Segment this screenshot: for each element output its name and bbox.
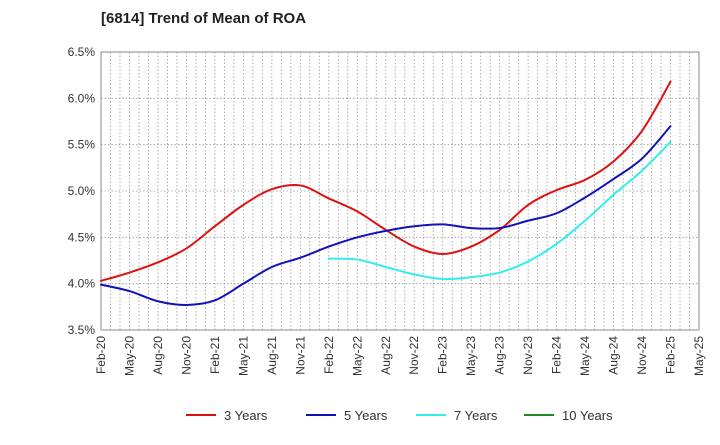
x-tick-label: Nov-21 <box>293 336 307 375</box>
x-tick-label: Feb-25 <box>664 336 678 374</box>
legend-label-5-years: 5 Years <box>344 408 388 423</box>
series-line-7-years <box>327 140 672 281</box>
x-tick-label: Aug-23 <box>493 336 507 375</box>
y-tick-label: 4.0% <box>68 277 96 291</box>
x-tick-label: May-23 <box>464 336 478 376</box>
y-tick-label: 6.0% <box>68 91 96 105</box>
y-tick-label: 6.5% <box>68 45 96 59</box>
plot-frame <box>100 51 700 331</box>
chart-title: [6814] Trend of Mean of ROA <box>101 10 307 27</box>
y-tick-label: 5.5% <box>68 138 96 152</box>
x-tick-label: May-21 <box>236 336 250 376</box>
x-tick-label: Aug-21 <box>265 336 279 375</box>
x-tick-label: Nov-22 <box>407 336 421 375</box>
x-tick-label: Aug-20 <box>151 336 165 375</box>
x-tick-label: Feb-20 <box>94 336 108 374</box>
x-tick-label: May-22 <box>350 336 364 376</box>
x-tick-label: May-25 <box>692 336 706 376</box>
y-tick-label: 3.5% <box>68 323 96 337</box>
x-tick-label: Nov-20 <box>179 336 193 375</box>
series-line-5-years <box>100 125 672 306</box>
y-tick-label: 5.0% <box>68 184 96 198</box>
x-tick-label: Feb-23 <box>436 336 450 374</box>
legend: 3 Years 5 Years 7 Years 10 Years <box>186 408 613 423</box>
legend-label-7-years: 7 Years <box>454 408 498 423</box>
x-tick-label: May-24 <box>578 336 592 376</box>
grid <box>101 52 699 330</box>
y-tick-label: 4.5% <box>68 230 96 244</box>
x-tick-label: Nov-24 <box>635 336 649 375</box>
x-tick-label: Feb-22 <box>322 336 336 374</box>
x-tick-label: Feb-21 <box>208 336 222 374</box>
x-tick-label: Feb-24 <box>550 336 564 374</box>
legend-label-10-years: 10 Years <box>562 408 613 423</box>
series-lines <box>100 80 672 306</box>
x-tick-label: Aug-24 <box>607 336 621 375</box>
axes: 3.5% 4.0% 4.5% 5.0% 5.5% 6.0% 6.5% Feb-20 May-20… <box>68 45 706 376</box>
legend-label-3-years: 3 Years <box>224 408 268 423</box>
x-tick-label: Aug-22 <box>379 336 393 375</box>
x-tick-label: May-20 <box>122 336 136 376</box>
x-tick-label: Nov-23 <box>521 336 535 375</box>
